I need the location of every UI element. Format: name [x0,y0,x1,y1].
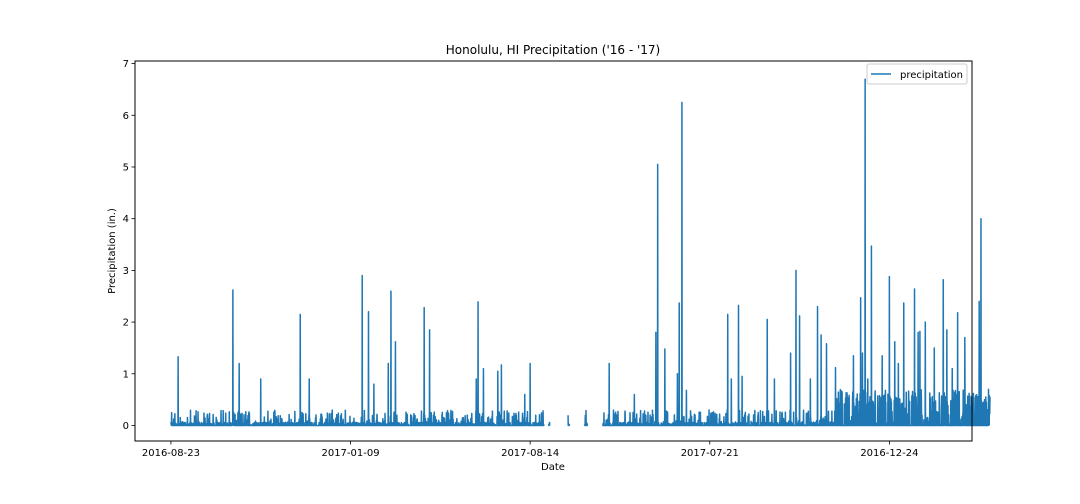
y-tick-label: 6 [123,111,129,122]
x-tick-label: 2017-08-14 [501,448,559,459]
y-axis: 0 1 2 3 4 5 6 7 [123,59,135,432]
plot-area [170,78,991,427]
y-tick-label: 5 [123,162,129,173]
x-tick-label: 2016-08-23 [142,448,200,459]
x-axis-title: Date [541,462,565,473]
y-tick-label: 4 [123,214,129,225]
y-tick-label: 0 [123,421,129,432]
x-tick-label: 2016-12-24 [860,448,918,459]
legend-label-precipitation: precipitation [900,70,963,81]
plot-frame [134,60,973,442]
chart-title: Honolulu, HI Precipitation ('16 - '17) [446,43,660,57]
x-tick-label: 2017-01-09 [321,448,379,459]
y-tick-label: 3 [123,266,129,277]
x-tick-label: 2017-07-21 [681,448,739,459]
legend: precipitation [866,63,968,85]
y-tick-label: 1 [123,369,129,380]
y-tick-label: 2 [123,318,129,329]
x-axis: 2016-08-23 2017-01-09 2017-08-14 2017-07-21… [142,441,918,459]
precipitation-series-line [170,78,991,427]
legend-box [866,63,968,85]
y-axis-title: Precipitation (in.) [107,208,118,294]
y-tick-label: 7 [123,59,129,70]
